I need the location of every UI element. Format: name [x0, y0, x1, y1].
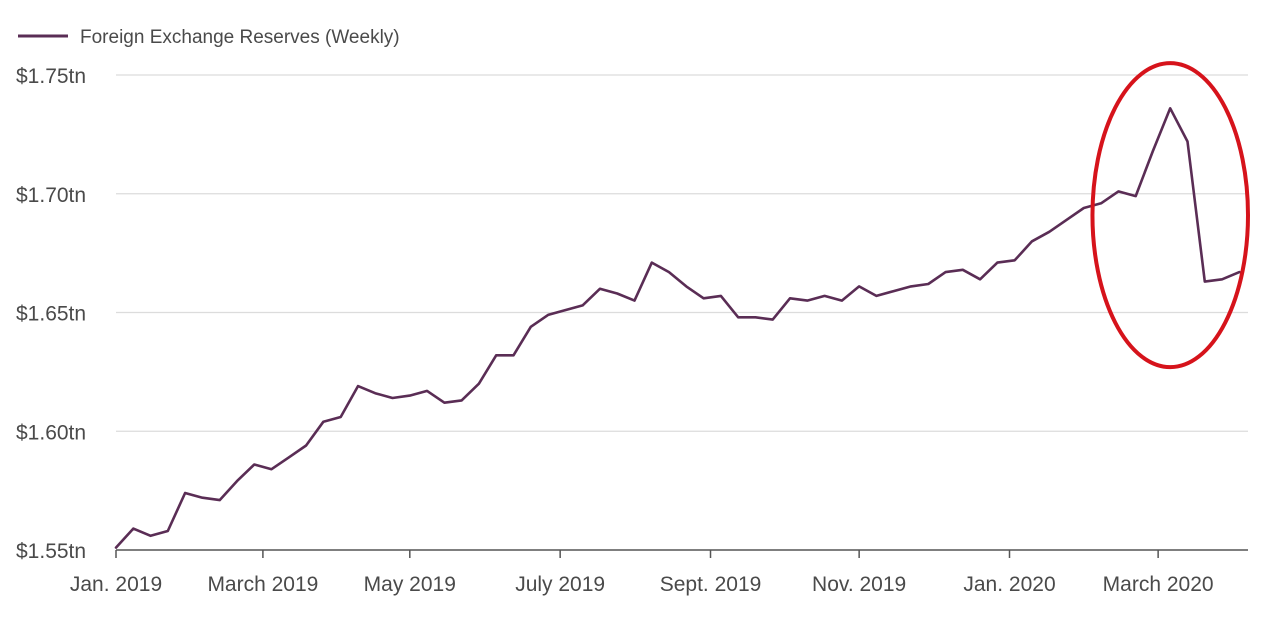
series-line: [114, 107, 1241, 549]
x-tick-label: Jan. 2020: [963, 573, 1055, 596]
x-tick-label: March 2019: [207, 573, 318, 596]
x-tick-label: July 2019: [515, 573, 605, 596]
grid-lines: [116, 74, 1248, 432]
y-tick-label: $1.75tn: [16, 65, 86, 88]
highlight-layer: [1090, 61, 1250, 370]
x-tick-label: March 2020: [1103, 573, 1214, 596]
axes: $1.75tn $1.70tn $1.65tn $1.60tn $1.55tn Jan. …: [16, 65, 1248, 596]
highlight-ellipse: [1090, 61, 1250, 370]
y-tick-label: $1.70tn: [16, 184, 86, 207]
y-tick-label: $1.55tn: [16, 540, 86, 563]
x-tick-label: May 2019: [364, 573, 456, 596]
x-tick-label: Sept. 2019: [660, 573, 762, 596]
x-tick-label: Jan. 2019: [70, 573, 162, 596]
legend-label: Foreign Exchange Reserves (Weekly): [80, 27, 400, 48]
series-layer: [114, 107, 1241, 549]
legend: Foreign Exchange Reserves (Weekly): [18, 27, 400, 48]
x-tick-label: Nov. 2019: [812, 573, 906, 596]
y-tick-label: $1.60tn: [16, 421, 86, 444]
y-tick-label: $1.65tn: [16, 303, 86, 326]
